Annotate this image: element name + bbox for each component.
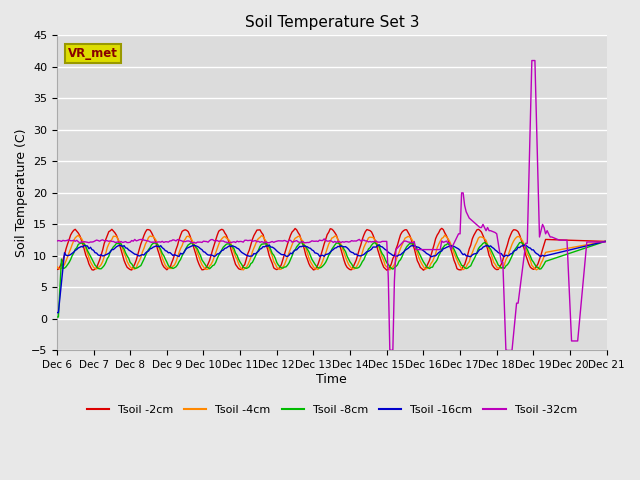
Text: VR_met: VR_met [68, 48, 118, 60]
X-axis label: Time: Time [316, 373, 347, 386]
Y-axis label: Soil Temperature (C): Soil Temperature (C) [15, 129, 28, 257]
Legend: Tsoil -2cm, Tsoil -4cm, Tsoil -8cm, Tsoil -16cm, Tsoil -32cm: Tsoil -2cm, Tsoil -4cm, Tsoil -8cm, Tsoi… [83, 400, 581, 419]
Title: Soil Temperature Set 3: Soil Temperature Set 3 [244, 15, 419, 30]
